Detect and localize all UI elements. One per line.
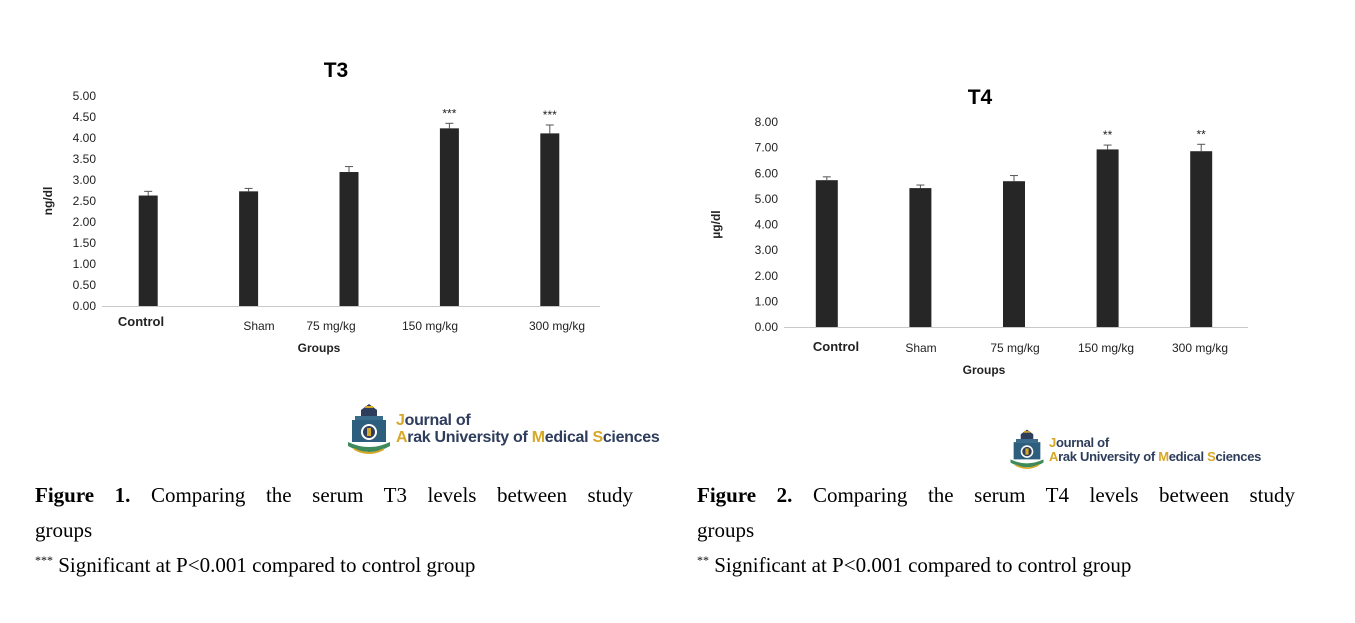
journal-name: Journal of Arak University of Medical Sc…	[396, 412, 660, 446]
bar-75-mg-kg	[1003, 181, 1025, 327]
figure-label: Figure 1.	[35, 483, 131, 507]
caption-text-continued: groups	[697, 518, 755, 542]
x-category-label: Control	[118, 314, 164, 329]
y-tick-label: 8.00	[755, 115, 779, 129]
chart-title: T4	[968, 86, 993, 109]
y-tick-label: 0.00	[73, 299, 97, 313]
y-axis-title: µg/dl	[709, 210, 723, 238]
caption-text: Comparing the serum T4 levels between st…	[812, 483, 1296, 507]
caption-text: Comparing the serum T3 levels between st…	[150, 483, 634, 507]
bar-75-mg-kg	[339, 172, 359, 306]
x-category-label: 75 mg/kg	[306, 319, 355, 333]
y-tick-label: 1.00	[755, 294, 779, 308]
bar-control	[138, 195, 158, 306]
x-category-label: Sham	[243, 319, 274, 333]
university-emblem-icon	[1010, 429, 1044, 469]
y-tick-label: 5.00	[73, 89, 97, 103]
y-tick-label: 6.00	[755, 166, 779, 180]
bar-300-mg-kg	[1190, 151, 1213, 327]
significance-marker: **	[1197, 127, 1207, 141]
significance-marker: **	[1103, 128, 1113, 142]
y-tick-label: 3.00	[755, 243, 779, 257]
significance-note: ** Significant at P<0.001 compared to co…	[697, 553, 1132, 577]
y-tick-label: 4.00	[755, 218, 779, 232]
x-category-label: 150 mg/kg	[402, 319, 458, 333]
significance-marker: ***	[442, 106, 456, 120]
bar-sham	[909, 188, 932, 327]
y-tick-label: 3.00	[73, 173, 97, 187]
x-category-label: 300 mg/kg	[1172, 341, 1228, 355]
x-category-label: Sham	[905, 341, 936, 355]
journal-name: Journal of Arak University of Medical Sc…	[1049, 435, 1262, 464]
y-tick-label: 4.00	[73, 131, 97, 145]
x-category-label: 300 mg/kg	[529, 319, 585, 333]
y-tick-label: 0.50	[73, 278, 97, 292]
y-tick-label: 7.00	[755, 141, 779, 155]
x-category-label: 150 mg/kg	[1078, 341, 1134, 355]
y-tick-label: 5.00	[755, 192, 779, 206]
figure-1-caption: Figure 1. Comparing the serum T3 levels …	[35, 478, 633, 583]
t4-bar-chart: T4 0.00 1.00 2.00 3.00 4.00 5.00 6.00 7.00 8.00 Co…	[709, 86, 1248, 377]
y-tick-label: 1.50	[73, 236, 97, 250]
university-emblem-icon	[348, 404, 390, 454]
bar-control	[815, 180, 838, 327]
y-tick-label: 3.50	[73, 152, 97, 166]
y-tick-label: 4.50	[73, 110, 97, 124]
y-tick-label: 2.50	[73, 194, 97, 208]
y-tick-label: 2.00	[73, 215, 97, 229]
x-axis-title: Groups	[298, 341, 341, 355]
t3-bar-chart: T3 0.00 0.50 1.00 1.50 2.00 2.50 3.00 3.50 4.00 4.…	[41, 59, 600, 355]
bar-150-mg-kg	[1096, 149, 1119, 327]
bar-150-mg-kg	[439, 128, 459, 306]
significance-note: *** Significant at P<0.001 compared to c…	[35, 553, 476, 577]
x-category-label: Control	[813, 339, 859, 354]
y-tick-label: 2.00	[755, 269, 779, 283]
journal-logo: Journal of Arak University of Medical Sc…	[1008, 428, 1261, 472]
x-axis-title: Groups	[963, 363, 1006, 377]
y-tick-label: 1.00	[73, 257, 97, 271]
caption-text-continued: groups	[35, 518, 93, 542]
x-category-label: 75 mg/kg	[990, 341, 1039, 355]
bar-sham	[239, 191, 259, 306]
figure-2-caption: Figure 2. Comparing the serum T4 levels …	[697, 478, 1295, 583]
y-tick-label: 0.00	[755, 320, 779, 334]
journal-logo: Journal of Arak University of Medical Sc…	[346, 402, 660, 458]
y-axis-title: ng/dl	[41, 187, 55, 216]
figure-label: Figure 2.	[697, 483, 793, 507]
bar-300-mg-kg	[540, 133, 560, 306]
significance-marker: ***	[543, 108, 557, 122]
chart-title: T3	[324, 59, 349, 82]
